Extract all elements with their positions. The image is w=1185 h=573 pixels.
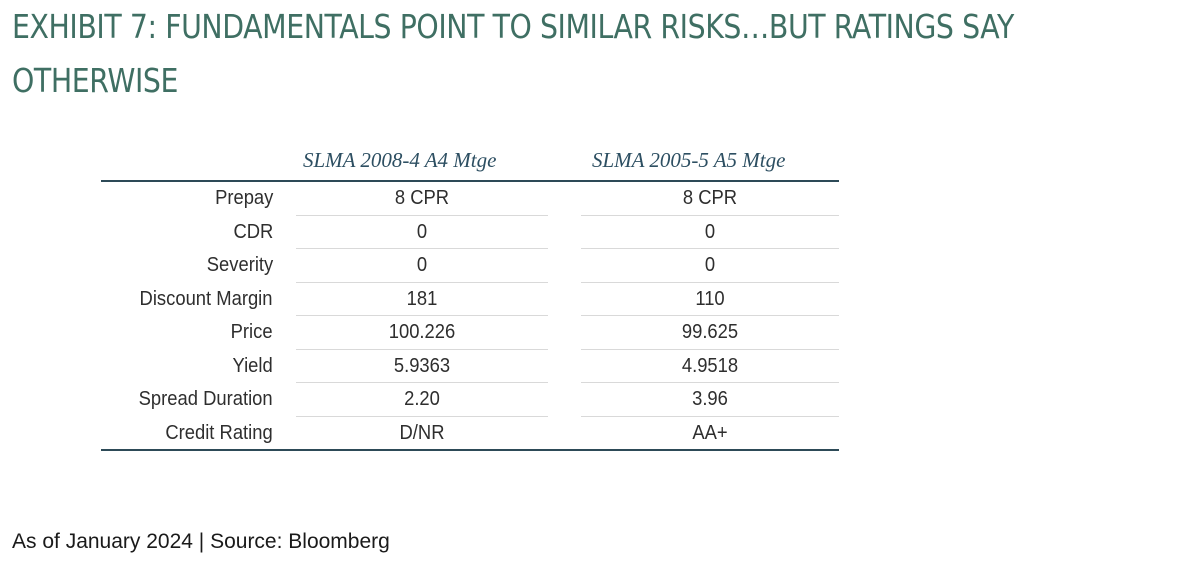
column-header-slma-2008-4: SLMA 2008-4 A4 Mtge (303, 148, 497, 172)
row-label: Discount Margin (140, 287, 273, 310)
source-footnote: As of January 2024 | Source: Bloomberg (12, 530, 390, 553)
row-separator (296, 348, 548, 350)
row-separator (581, 382, 839, 383)
row-separator (296, 315, 548, 316)
row-separator (581, 281, 839, 283)
exhibit-title: EXHIBIT 7: FUNDAMENTALS POINT TO SIMILAR… (12, 7, 1014, 100)
table-row: Price 100.226 99.625 (101, 316, 839, 350)
row-separator (296, 382, 548, 383)
table-row: CDR 0 0 (101, 216, 839, 249)
row-label: Spread Duration (138, 388, 273, 410)
row-label: Prepay (214, 187, 273, 209)
cell-value: 2.20 (404, 388, 440, 410)
cell-value: 0 (704, 254, 716, 276)
table-top-rule (101, 180, 839, 182)
row-label: Credit Rating (165, 421, 273, 444)
cell-value: 8 CPR (394, 187, 450, 209)
row-separator (581, 415, 839, 417)
cell-value: 4.9518 (681, 354, 739, 377)
table-body: Prepay 8 CPR 8 CPR CDR 0 0 Severity 0 0 … (101, 182, 839, 450)
row-separator (296, 281, 548, 283)
table-row: Severity 0 0 (101, 249, 839, 283)
cell-value: 0 (416, 254, 428, 276)
table-row: Yield 5.9363 4.9518 (101, 350, 839, 383)
row-separator (296, 248, 548, 249)
table-row: Credit Rating D/NR AA+ (101, 417, 839, 451)
row-separator (581, 315, 839, 316)
row-separator (581, 348, 839, 350)
row-separator (296, 214, 548, 216)
table-row: Discount Margin 181 110 (101, 283, 839, 316)
cell-value: 5.9363 (393, 354, 451, 377)
row-label: CDR (233, 220, 273, 243)
row-separator (296, 415, 548, 417)
table-bottom-rule (101, 449, 839, 451)
cell-value: 3.96 (692, 388, 728, 410)
table-row: Spread Duration 2.20 3.96 (101, 383, 839, 417)
cell-value: D/NR (399, 421, 445, 444)
cell-value: AA+ (692, 421, 728, 444)
table-row: Prepay 8 CPR 8 CPR (101, 182, 839, 216)
cell-value: 8 CPR (682, 187, 738, 209)
column-header-slma-2005-5: SLMA 2005-5 A5 Mtge (592, 148, 786, 172)
row-separator (581, 214, 839, 216)
row-label: Severity (206, 254, 273, 276)
row-separator (581, 248, 839, 249)
cell-value: 99.625 (681, 321, 739, 343)
cell-value: 0 (416, 220, 428, 243)
cell-value: 0 (704, 220, 716, 243)
row-label: Yield (232, 354, 273, 377)
cell-value: 110 (695, 287, 725, 310)
cell-value: 181 (406, 287, 438, 310)
row-label: Price (231, 321, 273, 343)
cell-value: 100.226 (388, 321, 456, 343)
